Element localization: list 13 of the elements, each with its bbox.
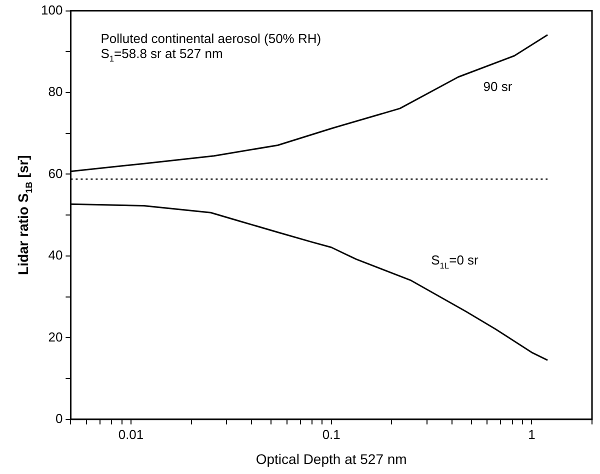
- y-tick-label: 60: [48, 166, 63, 181]
- x-axis-title: Optical Depth at 527 nm: [256, 451, 407, 467]
- y-axis-title: Lidar ratio S1B [sr]: [15, 155, 34, 275]
- y-tick-label: 20: [48, 329, 63, 344]
- annotation: Polluted continental aerosol (50% RH): [100, 30, 322, 46]
- y-tick-label: 100: [40, 2, 63, 18]
- series-label: 90 sr: [483, 78, 513, 94]
- y-tick-label: 0: [55, 410, 63, 426]
- x-tick-label: 0.1: [322, 426, 340, 442]
- y-tick-label: 80: [48, 84, 63, 100]
- x-tick-label: 1: [528, 426, 536, 442]
- y-tick-label: 40: [48, 248, 63, 263]
- x-tick-label: 0.01: [118, 426, 144, 442]
